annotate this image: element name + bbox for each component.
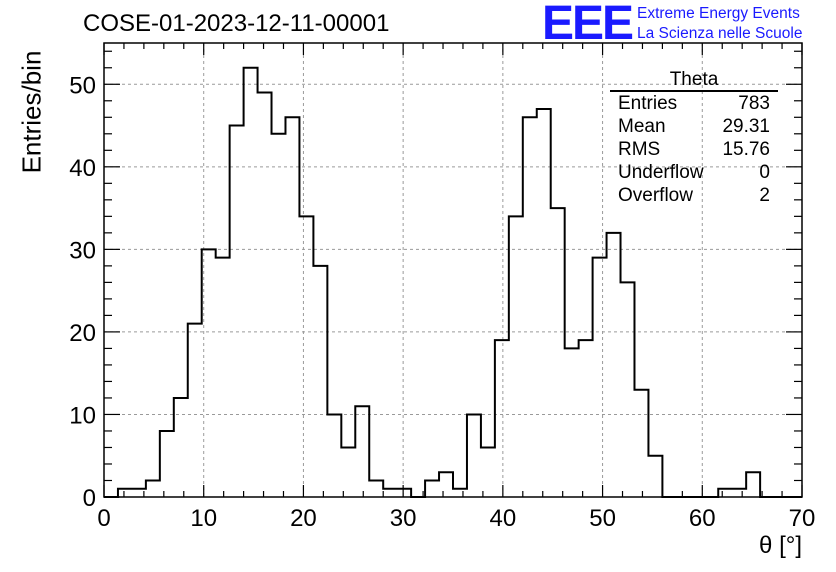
stats-label: Underflow	[618, 162, 704, 183]
histogram-bin	[537, 109, 551, 497]
histogram-bin	[272, 134, 286, 497]
histogram-bin	[648, 456, 662, 497]
stats-label: Mean	[618, 116, 666, 137]
histogram-bin	[341, 447, 355, 497]
histogram-bin	[439, 472, 453, 497]
stats-value: 0	[759, 162, 770, 183]
histogram-bin	[327, 414, 341, 497]
histogram-bin	[383, 489, 397, 497]
eee-logo: EEE	[542, 0, 634, 50]
stats-row-mean: Mean 29.31	[610, 115, 778, 138]
stats-value: 783	[738, 93, 770, 114]
x-tick-label: 0	[97, 505, 110, 532]
x-tick-label: 60	[689, 505, 716, 532]
histogram-bin	[118, 489, 132, 497]
histogram-bin	[244, 68, 258, 497]
histogram-bin	[523, 117, 537, 497]
histogram-bin	[216, 258, 230, 497]
histogram-layer	[104, 66, 802, 498]
stats-row-entries: Entries 783	[610, 92, 778, 115]
subtitle-line-2: La Scienza nelle Scuole	[637, 25, 803, 42]
histogram-bin	[621, 282, 635, 497]
histogram-bin	[425, 480, 439, 497]
stats-label: Overflow	[618, 185, 693, 206]
histogram-bin	[258, 93, 272, 497]
histogram-bin	[146, 480, 160, 497]
histogram-bin	[174, 398, 188, 497]
histogram-bin	[718, 489, 732, 497]
x-tick-label: 70	[789, 505, 816, 532]
y-axis-label: Entries/bin	[16, 50, 47, 174]
histogram-bin	[579, 340, 593, 497]
plot-frame	[103, 42, 803, 498]
histogram-bin	[397, 489, 411, 497]
histogram-bin	[299, 216, 313, 497]
histogram-bin	[230, 126, 244, 497]
histogram-bin	[634, 390, 648, 497]
histogram-bin	[202, 249, 216, 497]
plot-title: COSE-01-2023-12-11-00001	[83, 10, 390, 37]
histogram-bin	[160, 431, 174, 497]
stats-label: Entries	[618, 93, 678, 114]
y-tick-label: 30	[69, 237, 96, 264]
stats-title: Theta	[610, 70, 778, 92]
histogram-bin	[453, 489, 467, 497]
stats-value: 2	[759, 185, 770, 206]
y-tick-label: 50	[69, 72, 96, 99]
histogram-bin	[607, 233, 621, 497]
histogram-bin	[746, 472, 760, 497]
histogram-bin	[495, 340, 509, 497]
x-tick-label: 20	[290, 505, 317, 532]
stats-row-rms: RMS 15.76	[610, 138, 778, 161]
stats-value: 15.76	[722, 139, 770, 160]
grid-lines	[104, 43, 802, 497]
histogram-bin	[285, 117, 299, 497]
histogram-bin	[509, 216, 523, 497]
y-tick-label: 0	[83, 485, 96, 512]
y-tick-label: 10	[69, 402, 96, 429]
stats-box: Theta Entries 783 Mean 29.31 RMS 15.76 U…	[610, 70, 778, 207]
stats-row-underflow: Underflow 0	[610, 161, 778, 184]
x-tick-label: 30	[390, 505, 417, 532]
project-subtitle: Extreme Energy Events La Scienza nelle S…	[637, 4, 802, 44]
x-tick-label: 40	[490, 505, 517, 532]
histogram-bin	[355, 406, 369, 497]
x-tick-label: 50	[589, 505, 616, 532]
y-tick-label: 20	[69, 320, 96, 347]
histogram-step-line	[104, 66, 802, 498]
histogram-bin	[188, 324, 202, 497]
y-tick-label: 40	[69, 155, 96, 182]
histogram-bin	[369, 480, 383, 497]
stats-label: RMS	[618, 139, 661, 160]
histogram-bin	[565, 348, 579, 497]
x-axis-label: θ [°]	[759, 532, 802, 559]
stats-value: 29.31	[722, 116, 770, 137]
histogram-bin	[313, 266, 327, 497]
subtitle-line-1: Extreme Energy Events	[637, 5, 800, 22]
histogram-bin	[732, 489, 746, 497]
histogram-bin	[593, 258, 607, 497]
histogram-bin	[467, 414, 481, 497]
x-tick-label: 10	[190, 505, 217, 532]
histogram-bin	[551, 208, 565, 497]
histogram-bin	[481, 447, 495, 497]
stats-row-overflow: Overflow 2	[610, 184, 778, 207]
